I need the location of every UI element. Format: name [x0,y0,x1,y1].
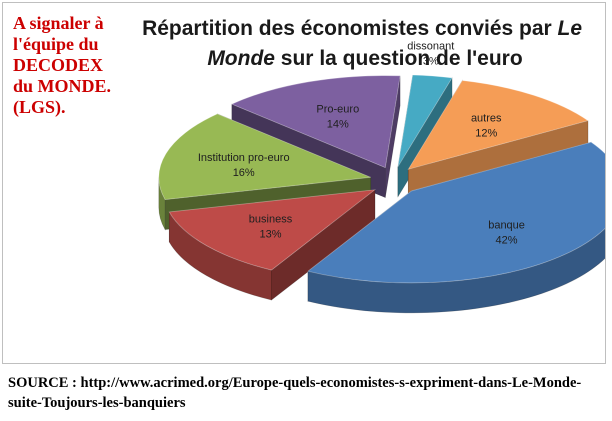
pie-slice-institution-pro-euro [158,113,371,201]
pie-slice-dissonant [397,74,453,168]
title-part-3: sur la question de l'euro [275,47,523,70]
pie-slice-business [168,189,377,271]
pie-labels: banque 42% business 13% Institution pro-euro… [198,41,525,247]
slice-label-pro-euro: Pro-euro [316,103,359,115]
chart-title-line-1: Répartition des économistes conviés par … [142,17,582,40]
slice-label-dissonant: dissonant [407,41,454,53]
pie-slice-pro-euro [230,75,401,169]
slice-label-banque: banque [488,219,525,231]
chart-title-line-2: Monde sur la question de l'euro [207,47,522,70]
slice-value-pro-euro: 14% [327,118,349,130]
slice-value-dissonant: 3% [423,56,439,68]
pie-slice-banque [307,141,605,284]
chart-title: Répartition des économistes conviés par … [142,17,588,70]
source-citation: SOURCE : http://www.acrimed.org/Europe-q… [8,375,582,411]
slice-value-banque: 42% [496,234,518,246]
title-part-1: Le [558,17,583,40]
chart-frame: Répartition des économistes conviés par … [2,2,606,364]
slice-value-institution-pro-euro: 16% [233,167,255,179]
pie-chart: Répartition des économistes conviés par … [142,17,605,314]
annotation-note: A signaler à l'équipe du DECODEX du MOND… [13,13,112,117]
title-part-2: Monde [207,47,275,70]
title-part-0: Répartition des économistes conviés par [142,17,557,40]
slice-label-business: business [249,213,293,225]
slice-value-business: 13% [260,228,282,240]
pie-slice-autres [407,80,589,171]
slice-value-autres: 12% [475,127,497,139]
pie-tops [158,74,605,284]
slice-label-institution-pro-euro: Institution pro-euro [198,152,290,164]
slice-label-autres: autres [471,112,502,124]
